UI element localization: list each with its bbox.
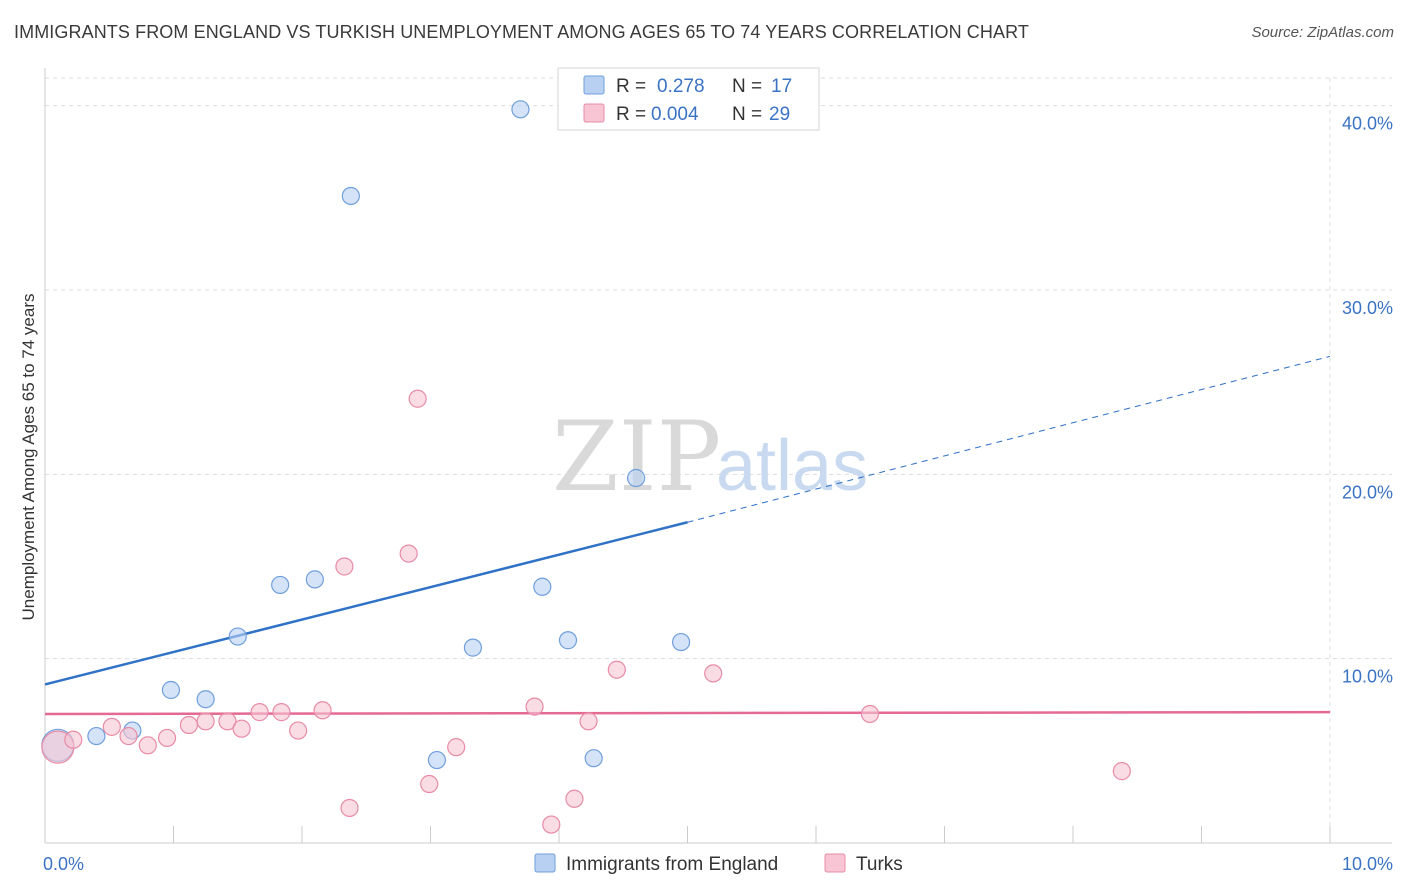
point-england-4 xyxy=(196,690,215,709)
point-turks-24 xyxy=(607,660,626,679)
legend-r-label-turks: R = xyxy=(616,104,646,125)
point-turks-3 xyxy=(119,726,138,746)
y-tick-label-3: 40.0% xyxy=(1342,114,1393,134)
legend-n-turks: 29 xyxy=(769,104,790,125)
series-legend-england: Immigrants from England xyxy=(566,854,778,875)
point-england-10 xyxy=(463,638,483,657)
series-legend-swatch-england xyxy=(534,853,556,873)
x-tick-labels: 0.0% 10.0% xyxy=(43,854,1393,874)
y-tick-label-2: 30.0% xyxy=(1342,298,1393,318)
point-turks-27 xyxy=(1112,762,1131,781)
data-points xyxy=(41,100,1131,834)
series-legend-swatch-turks xyxy=(824,853,846,873)
point-turks-6 xyxy=(179,715,199,735)
y-tick-label-0: 10.0% xyxy=(1342,667,1393,687)
point-england-11 xyxy=(511,100,530,119)
point-england-14 xyxy=(584,749,603,768)
point-turks-12 xyxy=(289,721,308,740)
x-tick-label-0: 0.0% xyxy=(43,854,84,874)
point-turks-13 xyxy=(313,701,332,720)
point-turks-26 xyxy=(860,704,880,724)
watermark-atlas: atlas xyxy=(716,426,868,506)
legend-r-england: 0.278 xyxy=(657,76,705,97)
trend-line-turks xyxy=(44,710,1331,716)
point-turks-23 xyxy=(579,712,598,731)
point-england-16 xyxy=(671,632,691,652)
point-england-5 xyxy=(228,627,247,646)
point-turks-21 xyxy=(542,815,561,834)
legend-swatch-england xyxy=(583,75,605,95)
point-turks-20 xyxy=(525,697,544,716)
point-england-13 xyxy=(558,631,578,650)
y-tick-label-1: 20.0% xyxy=(1342,482,1393,502)
point-england-12 xyxy=(533,577,552,596)
trend-line-england xyxy=(44,521,688,686)
point-turks-19 xyxy=(447,738,466,757)
point-turks-17 xyxy=(408,389,427,408)
legend-n-label-england: N = xyxy=(732,76,762,97)
legend-r-turks: 0.004 xyxy=(651,104,699,125)
point-turks-1 xyxy=(64,730,83,749)
watermark-zip: ZIP xyxy=(552,401,721,513)
point-england-6 xyxy=(271,575,290,595)
point-england-8 xyxy=(341,186,360,206)
legend-n-label-turks: N = xyxy=(732,104,762,125)
point-england-1 xyxy=(87,726,106,746)
point-turks-22 xyxy=(565,789,584,808)
point-turks-8 xyxy=(218,712,237,731)
point-turks-15 xyxy=(340,798,359,818)
point-england-7 xyxy=(305,570,324,589)
point-turks-4 xyxy=(138,736,157,755)
x-tick-label-1: 10.0% xyxy=(1342,854,1393,874)
legend-r-label-england: R = xyxy=(616,76,646,97)
point-turks-18 xyxy=(420,774,439,794)
point-turks-10 xyxy=(250,703,269,722)
point-turks-14 xyxy=(335,557,354,576)
legend-n-england: 17 xyxy=(771,76,792,97)
point-turks-5 xyxy=(157,728,177,748)
series-legend-turks: Turks xyxy=(856,854,903,875)
point-england-3 xyxy=(161,680,181,700)
watermark: ZIP atlas xyxy=(552,401,868,513)
stats-legend: R = 0.278 N = 17 R = 0.004 N = 29 xyxy=(557,67,820,131)
trend-line-england-extension xyxy=(687,355,1331,523)
series-legend: Immigrants from England Turks xyxy=(534,853,903,875)
point-turks-2 xyxy=(102,717,121,736)
chart-title: IMMIGRANTS FROM ENGLAND VS TURKISH UNEMP… xyxy=(14,22,1029,42)
point-turks-11 xyxy=(272,703,291,722)
point-england-9 xyxy=(427,750,447,770)
y-tick-labels: 10.0% 20.0% 30.0% 40.0% xyxy=(1342,114,1393,687)
point-turks-25 xyxy=(704,664,723,683)
legend-swatch-turks xyxy=(583,103,605,123)
point-turks-9 xyxy=(232,719,251,738)
point-turks-16 xyxy=(399,544,418,563)
source-label: Source: ZipAtlas.com xyxy=(1251,24,1394,41)
point-turks-7 xyxy=(196,712,215,731)
y-axis-label: Unemployment Among Ages 65 to 74 years xyxy=(19,294,38,621)
point-england-15 xyxy=(626,468,646,488)
